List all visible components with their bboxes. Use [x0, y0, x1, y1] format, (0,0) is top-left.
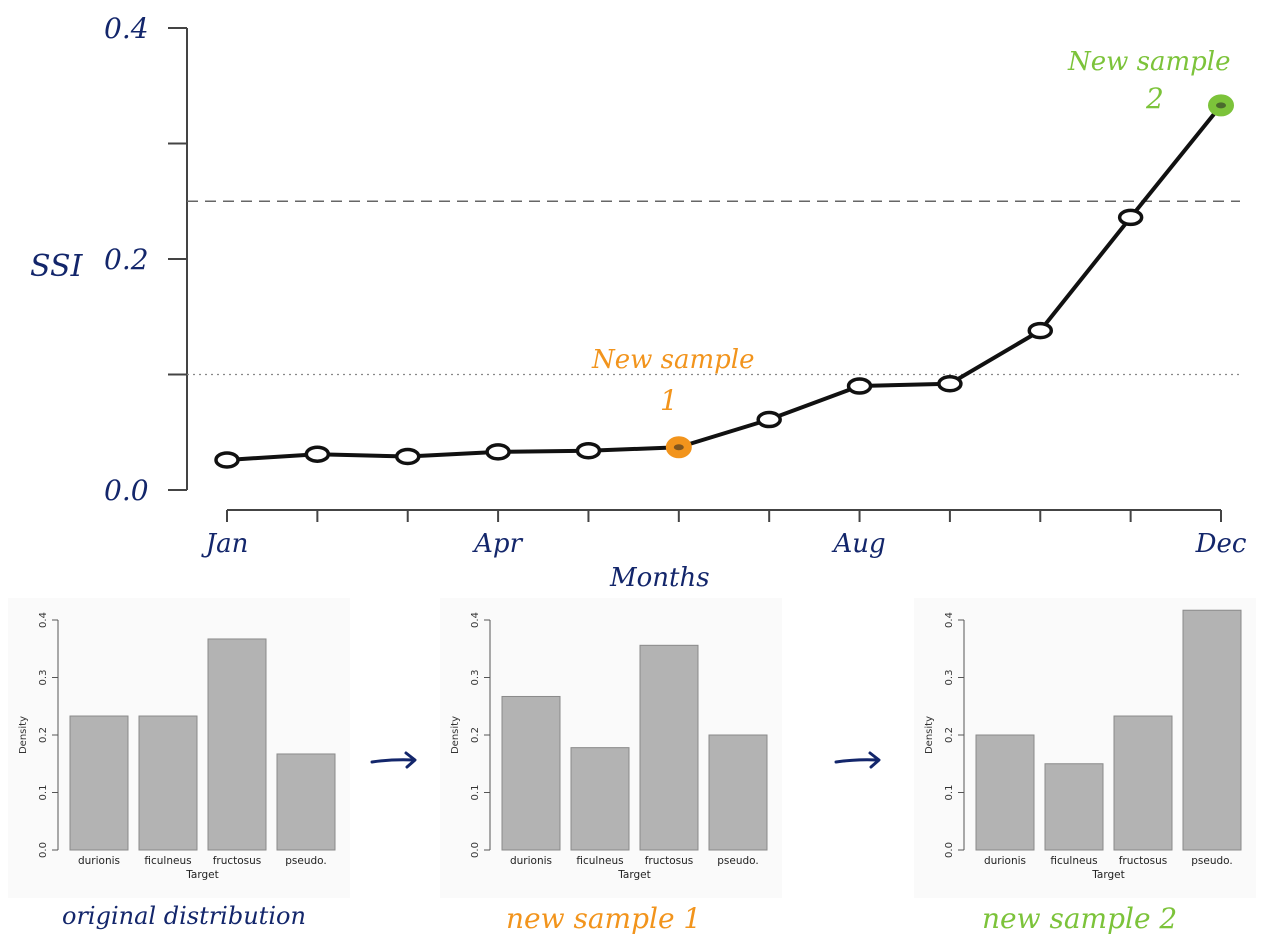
- caption-new-sample-2: new sample 2: [982, 902, 1178, 935]
- bar-x-label: Target: [1091, 869, 1124, 881]
- annotation-sample-1-line2: 1: [660, 384, 678, 417]
- ssi-point: [214, 451, 240, 469]
- ssi-point-highlight-core: [1216, 102, 1226, 109]
- bar-y-tick-label: 0.3: [944, 670, 955, 686]
- ssi-line-chart: 0.0 0.2 0.4 Jan Apr Aug Dec SSI Months New sam…: [30, 12, 1247, 593]
- x-tick-label: Apr: [472, 529, 523, 559]
- arrow-right-icon: [834, 751, 881, 769]
- main-labels: SSI Months: [30, 249, 710, 593]
- annotation-sample-2-line1: New sample: [1067, 47, 1231, 77]
- bar-x-label: Target: [617, 869, 650, 881]
- bar: [570, 747, 630, 851]
- bar-chart-sample-2: 0.0 0.1 0.2 0.3 0.4 Density durionis ficulneus f…: [924, 609, 1242, 881]
- bar-category-label: durionis: [984, 855, 1026, 867]
- reference-lines: [187, 200, 1240, 376]
- annotations: New sample 1 New sample 2: [591, 47, 1231, 417]
- bar: [1182, 609, 1242, 851]
- bar: [501, 695, 561, 851]
- ssi-point: [1117, 208, 1144, 227]
- bar-y-tick-label: 0.3: [38, 670, 49, 686]
- bar: [276, 753, 336, 851]
- bar-y-tick-label: 0.4: [944, 612, 955, 628]
- annotation-sample-2-line2: 2: [1145, 82, 1164, 115]
- ssi-point: [937, 374, 963, 393]
- ssi-points: [214, 94, 1234, 469]
- bar-category-label: pseudo.: [285, 855, 327, 867]
- bar-category-label: durionis: [510, 855, 552, 867]
- x-axis-label: Months: [609, 563, 710, 593]
- bar-y-tick-label: 0.0: [944, 842, 955, 858]
- bar-panel-sample-2: 0.0 0.1 0.2 0.3 0.4 Density durionis ficulneus f…: [914, 598, 1256, 898]
- main-axes: 0.0 0.2 0.4 Jan Apr Aug Dec: [104, 12, 1247, 559]
- bar-y-label: Density: [18, 716, 29, 754]
- bar: [1113, 715, 1173, 851]
- bar: [639, 644, 699, 851]
- y-axis-label: SSI: [30, 249, 84, 284]
- y-tick-label: 0.0: [104, 474, 149, 507]
- bar-chart-original: 0.0 0.1 0.2 0.3 0.4 Density durionis ficulneus f…: [18, 612, 336, 881]
- ssi-point: [394, 447, 421, 466]
- ssi-point: [1027, 321, 1054, 340]
- caption-new-sample-1: new sample 1: [506, 902, 702, 935]
- bar-category-label: fructosus: [213, 855, 262, 867]
- bar-y-tick-label: 0.1: [470, 785, 481, 801]
- ssi-point: [756, 410, 782, 429]
- bar: [138, 715, 198, 851]
- x-tick-label: Aug: [831, 529, 885, 559]
- caption-original-distribution: original distribution: [62, 902, 306, 930]
- bar-category-label: pseudo.: [1191, 855, 1233, 867]
- bar: [207, 638, 267, 851]
- bar-category-label: pseudo.: [717, 855, 759, 867]
- bar-y-tick-label: 0.2: [944, 727, 955, 743]
- bar-category-label: fructosus: [1119, 855, 1168, 867]
- x-tick-label: Jan: [201, 529, 249, 559]
- annotation-sample-1-line1: New sample: [591, 345, 755, 375]
- bar-y-tick-label: 0.1: [944, 785, 955, 801]
- bar-category-label: ficulneus: [1050, 855, 1097, 867]
- ssi-series: [226, 104, 1223, 462]
- bar-y-tick-label: 0.4: [38, 612, 49, 628]
- arrow-right-icon: [370, 751, 417, 769]
- bar-y-tick-label: 0.4: [470, 612, 481, 628]
- bar: [69, 715, 129, 851]
- bar-y-tick-label: 0.0: [470, 842, 481, 858]
- x-tick-label: Dec: [1195, 529, 1247, 559]
- bar-category-label: fructosus: [645, 855, 694, 867]
- bar-y-tick-label: 0.3: [470, 670, 481, 686]
- bar-y-tick-label: 0.0: [38, 842, 49, 858]
- bar: [1044, 763, 1104, 851]
- y-tick-label: 0.2: [104, 243, 149, 276]
- ssi-point: [575, 441, 602, 460]
- bar-y-tick-label: 0.1: [38, 785, 49, 801]
- bar: [708, 734, 768, 851]
- y-tick-label: 0.4: [104, 12, 149, 45]
- bar-panel-sample-1: 0.0 0.1 0.2 0.3 0.4 Density durionis ficulneus f…: [440, 598, 782, 898]
- ssi-point: [304, 445, 331, 463]
- ssi-point-highlight-core: [673, 444, 684, 451]
- ssi-line: [226, 104, 1223, 462]
- bar-category-label: ficulneus: [144, 855, 191, 867]
- ssi-point: [485, 443, 511, 461]
- ssi-point: [846, 377, 873, 395]
- bar-chart-sample-1: 0.0 0.1 0.2 0.3 0.4 Density durionis ficulneus f…: [450, 612, 768, 881]
- bar-category-label: durionis: [78, 855, 120, 867]
- bar-y-label: Density: [450, 716, 461, 754]
- bar: [975, 734, 1035, 851]
- bar-y-tick-label: 0.2: [470, 727, 481, 743]
- bar-y-tick-label: 0.2: [38, 727, 49, 743]
- bar-category-label: ficulneus: [576, 855, 623, 867]
- bar-x-label: Target: [185, 869, 218, 881]
- bar-panel-original: 0.0 0.1 0.2 0.3 0.4 Density durionis ficulneus f…: [8, 598, 350, 898]
- bar-y-label: Density: [924, 716, 935, 754]
